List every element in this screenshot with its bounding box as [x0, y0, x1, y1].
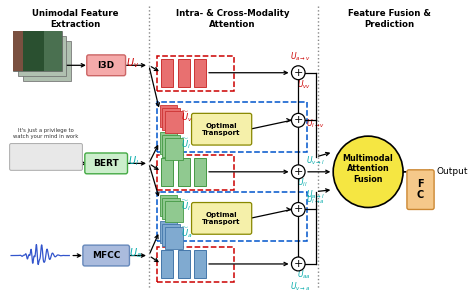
Text: $U_{a\to v}$: $U_{a\to v}$: [290, 50, 310, 63]
Text: F
C: F C: [417, 179, 424, 201]
Circle shape: [292, 257, 305, 271]
Circle shape: [292, 113, 305, 127]
Text: $U_a$: $U_a$: [129, 246, 142, 260]
FancyBboxPatch shape: [194, 250, 206, 278]
Text: $\widetilde{U}_a$: $\widetilde{U}_a$: [181, 225, 192, 240]
Text: $U_l$: $U_l$: [128, 154, 138, 168]
Text: Feature Fusion &
Prediction: Feature Fusion & Prediction: [348, 9, 431, 29]
Text: $\widetilde{U}_l$: $\widetilde{U}_l$: [181, 136, 191, 151]
FancyBboxPatch shape: [162, 59, 173, 87]
Text: $U_{vv}$: $U_{vv}$: [297, 78, 311, 91]
FancyBboxPatch shape: [163, 198, 180, 219]
FancyBboxPatch shape: [194, 158, 206, 186]
FancyBboxPatch shape: [178, 250, 190, 278]
FancyBboxPatch shape: [178, 59, 190, 87]
Text: $U_{l\to a}$: $U_{l\to a}$: [306, 193, 325, 206]
FancyBboxPatch shape: [160, 221, 177, 243]
FancyBboxPatch shape: [178, 158, 190, 186]
Text: Intra- & Cross-Modality
Attention: Intra- & Cross-Modality Attention: [175, 9, 289, 29]
Text: I3D: I3D: [98, 61, 115, 70]
FancyBboxPatch shape: [23, 31, 44, 71]
FancyBboxPatch shape: [162, 250, 173, 278]
Text: It's just a privilege to
watch your mind in work: It's just a privilege to watch your mind…: [13, 128, 79, 138]
Text: $U_{l\to v}$: $U_{l\to v}$: [306, 117, 325, 129]
Text: +: +: [293, 115, 303, 125]
Text: Unimodal Feature
Extraction: Unimodal Feature Extraction: [32, 9, 118, 29]
FancyBboxPatch shape: [191, 113, 252, 145]
Circle shape: [292, 165, 305, 179]
Text: Multimodal
Attention
Fusion: Multimodal Attention Fusion: [343, 154, 393, 184]
FancyBboxPatch shape: [23, 41, 71, 81]
FancyBboxPatch shape: [160, 132, 177, 154]
Text: Optimal
Transport: Optimal Transport: [202, 123, 241, 136]
FancyBboxPatch shape: [162, 158, 173, 186]
FancyBboxPatch shape: [165, 138, 183, 160]
Circle shape: [292, 66, 305, 80]
FancyBboxPatch shape: [87, 55, 126, 76]
Text: $U_{ll}$: $U_{ll}$: [297, 176, 308, 189]
FancyBboxPatch shape: [163, 224, 180, 246]
Polygon shape: [40, 145, 56, 153]
FancyBboxPatch shape: [407, 170, 434, 209]
FancyBboxPatch shape: [18, 36, 66, 76]
Text: MFCC: MFCC: [92, 251, 120, 260]
FancyBboxPatch shape: [194, 59, 206, 87]
Text: BERT: BERT: [93, 159, 119, 168]
FancyBboxPatch shape: [13, 31, 62, 71]
FancyBboxPatch shape: [160, 195, 177, 216]
Text: $\widetilde{U}_v$: $\widetilde{U}_v$: [181, 109, 192, 124]
Text: Output: Output: [436, 167, 467, 176]
FancyBboxPatch shape: [83, 245, 129, 266]
Ellipse shape: [333, 136, 403, 208]
FancyBboxPatch shape: [165, 112, 183, 133]
FancyBboxPatch shape: [163, 135, 180, 157]
FancyBboxPatch shape: [191, 202, 252, 234]
Text: $U_{aa}$: $U_{aa}$: [297, 268, 311, 281]
Text: $U_{a\to l}$: $U_{a\to l}$: [306, 188, 325, 201]
FancyBboxPatch shape: [165, 201, 183, 222]
FancyBboxPatch shape: [85, 153, 128, 174]
FancyBboxPatch shape: [13, 31, 23, 71]
FancyBboxPatch shape: [160, 105, 177, 127]
FancyBboxPatch shape: [165, 227, 183, 249]
Text: +: +: [293, 205, 303, 215]
Text: +: +: [293, 259, 303, 269]
Text: $U_{v\to a}$: $U_{v\to a}$: [290, 281, 310, 293]
Text: $U_v$: $U_v$: [126, 56, 139, 70]
Text: $\widetilde{U}_l$: $\widetilde{U}_l$: [181, 198, 191, 213]
Text: $U_{v\to l}$: $U_{v\to l}$: [306, 155, 325, 167]
Text: +: +: [293, 167, 303, 177]
FancyBboxPatch shape: [9, 144, 82, 170]
Text: +: +: [293, 68, 303, 78]
FancyBboxPatch shape: [163, 108, 180, 130]
FancyBboxPatch shape: [44, 31, 62, 71]
Text: Optimal
Transport: Optimal Transport: [202, 212, 241, 225]
Circle shape: [292, 202, 305, 216]
